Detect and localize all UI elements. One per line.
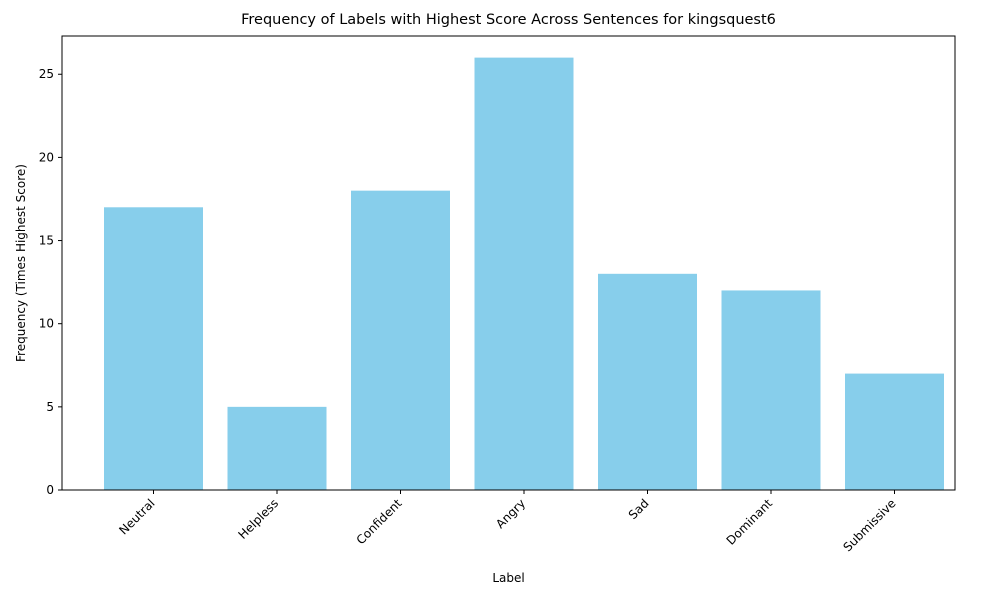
bar-sad — [598, 273, 697, 490]
x-tick-label: Submissive — [841, 496, 899, 554]
bar-confident — [351, 190, 450, 490]
x-tick-label: Sad — [626, 496, 652, 522]
bar-neutral — [104, 207, 203, 491]
y-tick-label: 5 — [46, 400, 54, 414]
y-tick-label: 20 — [39, 150, 54, 164]
y-axis-label: Frequency (Times Highest Score) — [14, 164, 28, 362]
bar-angry — [474, 57, 574, 490]
bar-helpless — [227, 406, 327, 490]
x-tick-label: Neutral — [116, 496, 157, 537]
x-tick-label: Dominant — [724, 496, 776, 548]
bars-layer — [104, 57, 944, 491]
chart-title: Frequency of Labels with Highest Score A… — [241, 12, 776, 28]
y-tick-label: 15 — [39, 234, 54, 248]
x-axis: Neutral Helpless Confident Angry Sad Dominant… — [116, 490, 899, 554]
x-tick-label: Confident — [354, 496, 405, 547]
x-axis-label: Label — [492, 571, 524, 585]
x-tick-label: Angry — [493, 496, 528, 531]
y-tick-label: 0 — [46, 483, 54, 497]
y-tick-label: 10 — [39, 317, 54, 331]
bar-dominant — [721, 290, 821, 490]
plot-frame — [61, 35, 956, 491]
y-tick-label: 25 — [39, 67, 54, 81]
y-axis: 0 5 10 15 20 25 — [39, 67, 62, 497]
bar-submissive — [845, 373, 944, 490]
x-tick-label: Helpless — [235, 496, 281, 542]
